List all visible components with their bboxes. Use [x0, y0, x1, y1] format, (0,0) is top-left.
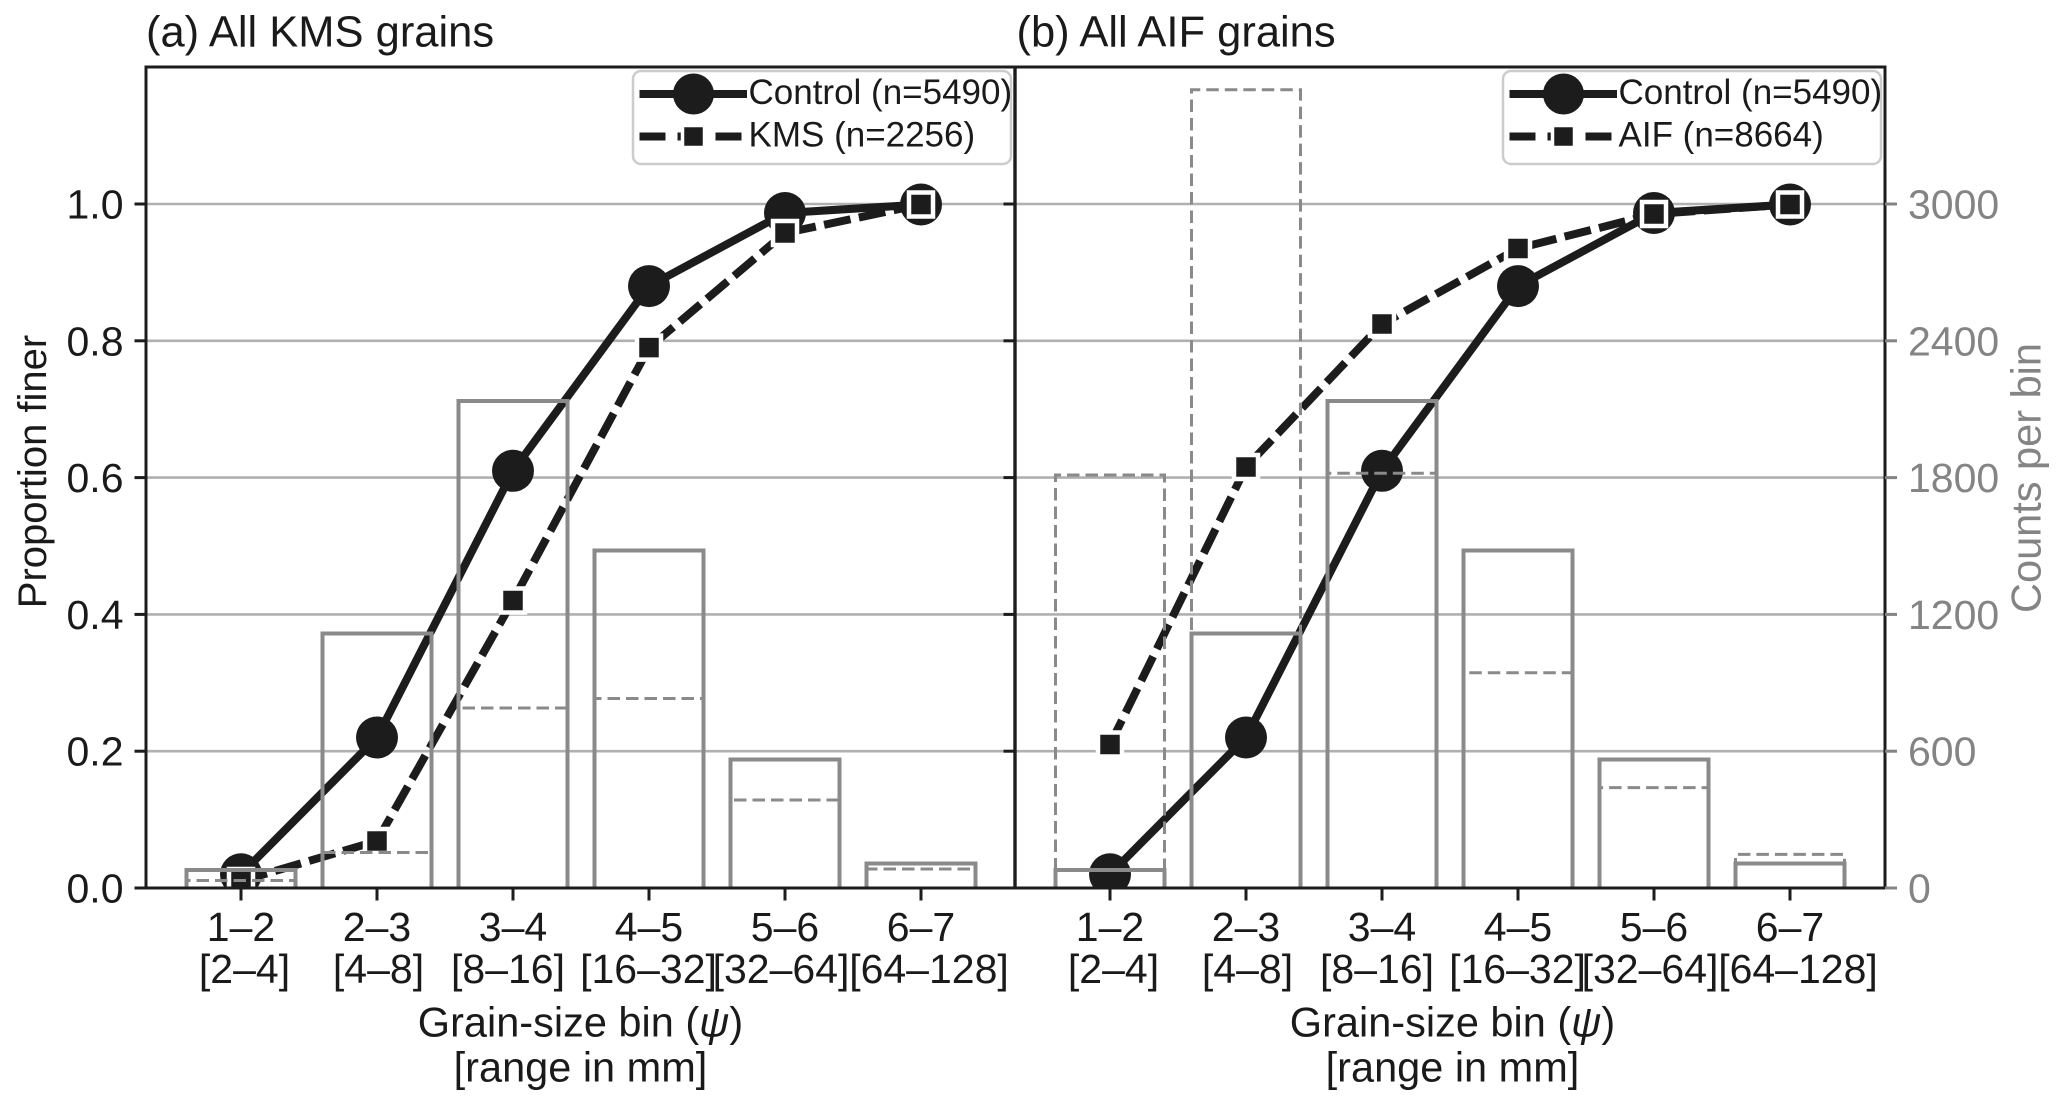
svg-text:1800: 1800 [1908, 455, 1999, 501]
svg-text:[range in mm]: [range in mm] [454, 1044, 708, 1091]
svg-text:5–6: 5–6 [1620, 904, 1688, 950]
svg-text:[8–16]: [8–16] [451, 946, 565, 992]
svg-text:0.6: 0.6 [67, 455, 124, 501]
svg-text:[32–64]: [32–64] [713, 946, 850, 992]
svg-text:1200: 1200 [1908, 592, 1999, 638]
svg-text:5–6: 5–6 [751, 904, 819, 950]
svg-text:2–3: 2–3 [1212, 904, 1280, 950]
svg-text:[32–64]: [32–64] [1582, 946, 1719, 992]
svg-text:Proportion finer: Proportion finer [11, 335, 55, 608]
svg-text:[16–32]: [16–32] [580, 946, 717, 992]
svg-text:[range in mm]: [range in mm] [1326, 1044, 1580, 1091]
svg-text:[8–16]: [8–16] [1320, 946, 1434, 992]
svg-text:[2–4]: [2–4] [199, 946, 290, 992]
svg-text:6–7: 6–7 [1756, 904, 1824, 950]
svg-text:2400: 2400 [1908, 318, 1999, 364]
svg-text:1–2: 1–2 [1076, 904, 1144, 950]
svg-text:(b) All AIF grains: (b) All AIF grains [1017, 9, 1336, 57]
svg-text:[64–128]: [64–128] [1718, 946, 1878, 992]
svg-text:0: 0 [1908, 866, 1931, 912]
svg-text:Control (n=5490): Control (n=5490) [1619, 73, 1883, 112]
svg-text:1–2: 1–2 [207, 904, 275, 950]
svg-text:Grain-size bin (ψ): Grain-size bin (ψ) [1290, 999, 1615, 1046]
svg-text:KMS (n=2256): KMS (n=2256) [749, 116, 976, 155]
svg-text:6–7: 6–7 [887, 904, 955, 950]
svg-text:(a) All KMS grains: (a) All KMS grains [146, 9, 494, 57]
svg-text:0.8: 0.8 [67, 318, 124, 364]
svg-text:0.0: 0.0 [67, 866, 124, 912]
svg-text:0.4: 0.4 [67, 592, 124, 638]
svg-text:[2–4]: [2–4] [1068, 946, 1159, 992]
svg-text:Control (n=5490): Control (n=5490) [749, 73, 1013, 112]
svg-text:2–3: 2–3 [343, 904, 411, 950]
svg-text:3000: 3000 [1908, 182, 1999, 228]
svg-text:3–4: 3–4 [479, 904, 547, 950]
svg-text:[64–128]: [64–128] [849, 946, 1009, 992]
svg-text:[4–8]: [4–8] [333, 946, 424, 992]
svg-text:[4–8]: [4–8] [1202, 946, 1293, 992]
svg-text:0.2: 0.2 [67, 729, 124, 775]
svg-text:3–4: 3–4 [1348, 904, 1416, 950]
svg-text:1.0: 1.0 [67, 182, 124, 228]
svg-text:4–5: 4–5 [1484, 904, 1552, 950]
svg-text:Counts per bin: Counts per bin [2003, 343, 2050, 613]
svg-text:AIF (n=8664): AIF (n=8664) [1619, 116, 1824, 155]
svg-text:[16–32]: [16–32] [1449, 946, 1586, 992]
svg-text:Grain-size bin (ψ): Grain-size bin (ψ) [418, 999, 743, 1046]
svg-text:4–5: 4–5 [615, 904, 683, 950]
svg-text:600: 600 [1908, 729, 1976, 775]
